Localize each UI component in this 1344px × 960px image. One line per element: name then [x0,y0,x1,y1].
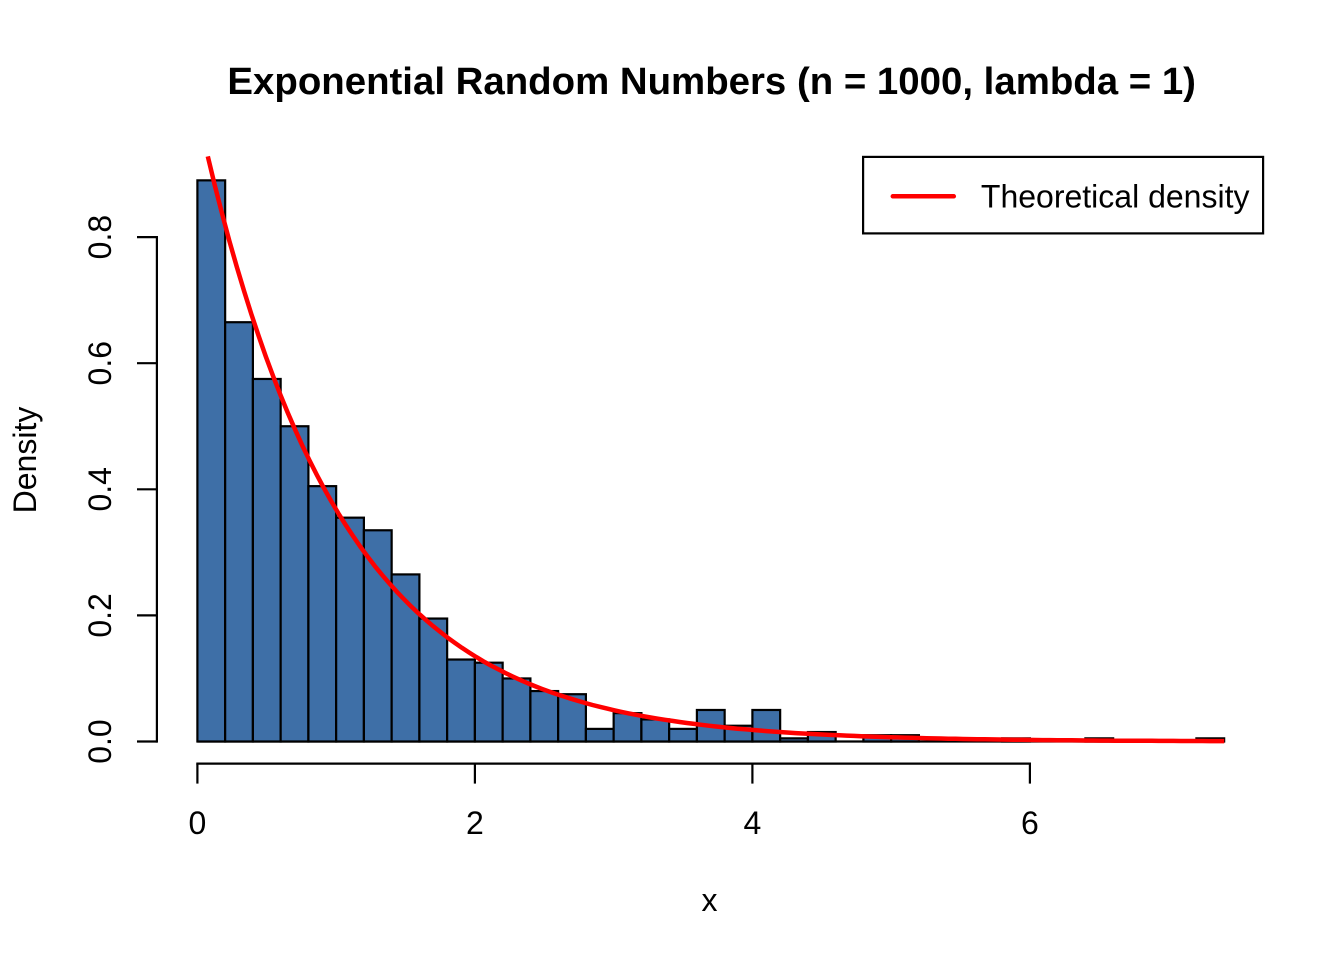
svg-text:0.0: 0.0 [82,719,118,763]
svg-text:2: 2 [466,805,484,841]
svg-text:0: 0 [189,805,207,841]
svg-text:0.4: 0.4 [82,467,118,511]
svg-text:Exponential Random Numbers (n: Exponential Random Numbers (n = 1000, la… [227,60,1196,103]
svg-text:Density: Density [7,407,43,514]
svg-text:x: x [702,882,718,918]
svg-text:0.8: 0.8 [82,215,118,259]
svg-text:0.2: 0.2 [82,593,118,637]
svg-text:Theoretical density: Theoretical density [981,178,1250,214]
svg-text:6: 6 [1021,805,1039,841]
svg-text:4: 4 [744,805,762,841]
svg-text:0.6: 0.6 [82,341,118,385]
